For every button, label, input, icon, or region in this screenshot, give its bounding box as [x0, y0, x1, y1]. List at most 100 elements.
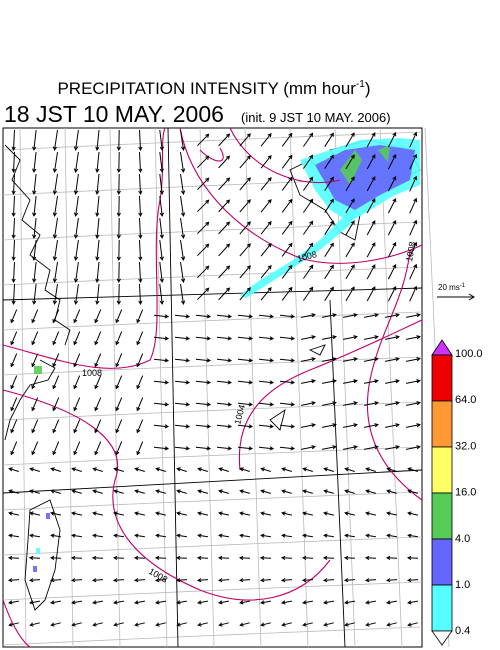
grid-line: [109, 127, 121, 648]
wind-arrow: [176, 467, 187, 472]
wind-arrow: [29, 600, 40, 605]
wind-arrow: [176, 511, 188, 516]
wind-arrow: [260, 622, 271, 627]
wind-arrow: [406, 313, 421, 318]
wind-arrow: [8, 622, 19, 627]
wind-arrow: [260, 511, 272, 516]
title-main: PRECIPITATION INTENSITY (mm hour: [57, 79, 356, 98]
title-sup: -1: [356, 79, 365, 90]
wind-arrow: [50, 533, 61, 538]
colorbar-bin: [431, 354, 453, 402]
grid-line: [2, 356, 423, 376]
wind-arrow: [115, 441, 123, 456]
wind-arrow: [176, 622, 187, 627]
wind-arrow: [258, 402, 275, 407]
wind-arrow: [366, 242, 376, 258]
wind-arrow: [10, 441, 18, 456]
wind-arrow: [92, 467, 103, 472]
wind-arrow: [260, 600, 271, 605]
wind-arrow: [138, 129, 143, 152]
wind-arrow: [323, 533, 334, 538]
wind-arrow: [239, 177, 251, 191]
wind-arrow: [52, 196, 58, 217]
wind-arrow: [155, 467, 166, 472]
colorbar-label: 4.0: [455, 533, 470, 545]
wind-arrow: [29, 489, 40, 494]
wind-arrow: [260, 286, 272, 301]
wind-arrow: [31, 441, 39, 456]
wind-arrow: [94, 309, 102, 324]
rain-cell: [36, 548, 40, 554]
wind-arrow: [218, 511, 230, 516]
wind-arrow: [364, 313, 379, 318]
wind-arrow: [175, 578, 188, 583]
wind-arrow: [197, 199, 210, 213]
wind-arrow: [197, 533, 208, 538]
wind-arrow: [364, 423, 379, 428]
wind-arrow: [407, 600, 418, 605]
wind-arrow: [136, 353, 144, 368]
wind-arrow: [216, 380, 233, 385]
colorbar-bin: [431, 584, 453, 632]
wind-arrow: [365, 600, 376, 605]
wind-arrow: [180, 284, 186, 305]
wind-arrow: [91, 578, 104, 583]
wind-arrow: [10, 375, 18, 390]
wind-arrow: [95, 239, 100, 262]
wind-arrow: [50, 467, 61, 472]
wind-arrow: [260, 467, 271, 472]
grid-line: [2, 311, 423, 331]
wind-arrow: [73, 441, 81, 456]
wind-arrow: [386, 511, 398, 516]
wind-arrow: [159, 174, 164, 195]
wind-arrow: [174, 380, 191, 385]
wind-arrow: [217, 578, 230, 583]
title: PRECIPITATION INTENSITY (mm hour-1): [57, 79, 370, 98]
wind-arrow: [197, 243, 210, 257]
isobar: [2, 599, 31, 648]
colorbar-label: 100.0: [455, 348, 483, 360]
wind-arrow: [386, 533, 397, 538]
wind-arrow: [324, 264, 334, 279]
wind-arrow: [239, 511, 251, 516]
wind-arrow: [134, 533, 145, 538]
wind-arrow: [8, 489, 19, 494]
wind-arrow: [11, 261, 16, 284]
wind-arrow: [94, 353, 102, 368]
wind-arrow: [385, 445, 400, 450]
wind-arrow: [281, 264, 293, 279]
wind-arrow: [324, 220, 334, 235]
wind-arrow: [239, 221, 251, 235]
isobar: [229, 127, 341, 184]
wind-arrow: [71, 511, 83, 516]
wind-arrow: [92, 489, 103, 494]
wind-arrow: [280, 578, 293, 583]
wind-arrow: [195, 358, 212, 363]
wind-arrow: [115, 353, 123, 368]
wind-arrow: [134, 489, 145, 494]
wind-arrow: [279, 424, 296, 429]
wind-arrow: [10, 419, 18, 434]
wind-arrow: [323, 622, 334, 627]
wind-arrow: [237, 358, 254, 363]
wind-arrow: [344, 511, 356, 516]
scale-text: 20 ms: [438, 283, 460, 292]
wind-arrow: [322, 423, 337, 428]
wind-arrow: [52, 375, 60, 390]
colorbar-label: 1.0: [455, 579, 470, 591]
wind-arrow: [345, 132, 355, 148]
wind-arrow: [94, 397, 102, 412]
init-time: (init. 9 JST 10 MAY. 2006): [241, 110, 391, 125]
island: [269, 408, 286, 431]
wind-arrow: [218, 133, 231, 147]
wind-arrow: [153, 402, 170, 407]
wind-arrow: [281, 242, 293, 257]
wind-arrow: [237, 424, 254, 429]
wind-arrow: [409, 241, 418, 258]
wind-arrow: [50, 489, 61, 494]
wind-arrow: [385, 423, 400, 428]
wind-arrow: [138, 283, 143, 306]
wind-arrow: [8, 600, 19, 605]
wind-arrow: [406, 445, 421, 450]
